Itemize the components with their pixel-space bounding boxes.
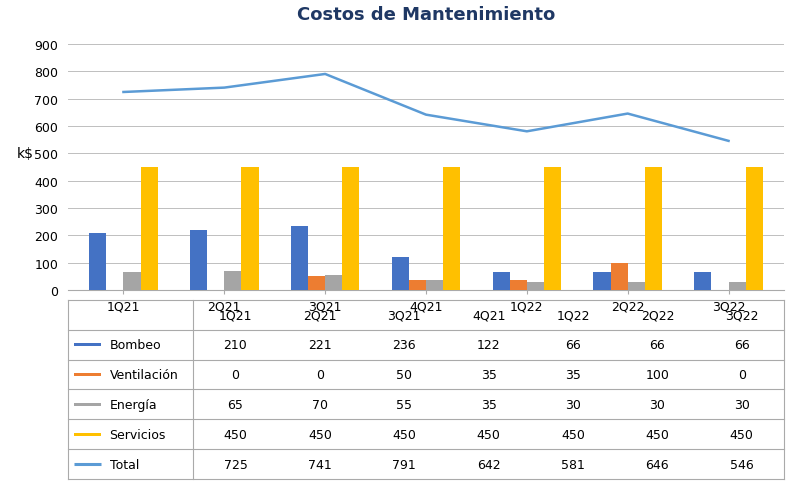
Bar bbox=[746, 168, 763, 290]
FancyBboxPatch shape bbox=[74, 373, 101, 376]
Y-axis label: k$: k$ bbox=[17, 147, 34, 161]
Bar bbox=[527, 282, 544, 290]
Text: 450: 450 bbox=[308, 428, 332, 441]
Text: 66: 66 bbox=[734, 338, 750, 351]
Text: 642: 642 bbox=[477, 458, 501, 471]
Bar bbox=[325, 275, 342, 290]
Text: 1Q21: 1Q21 bbox=[218, 308, 252, 321]
Text: 35: 35 bbox=[481, 368, 497, 381]
Text: 450: 450 bbox=[223, 428, 247, 441]
Text: 741: 741 bbox=[308, 458, 332, 471]
Title: Costos de Mantenimiento: Costos de Mantenimiento bbox=[297, 6, 555, 24]
Bar bbox=[342, 168, 359, 290]
Text: 450: 450 bbox=[561, 428, 585, 441]
Bar bbox=[308, 277, 325, 290]
Text: 210: 210 bbox=[224, 338, 247, 351]
Text: 725: 725 bbox=[223, 458, 247, 471]
Bar bbox=[123, 272, 141, 290]
Bar bbox=[645, 168, 662, 290]
Text: 2Q22: 2Q22 bbox=[641, 308, 674, 321]
Text: Total: Total bbox=[110, 458, 139, 471]
Bar bbox=[443, 168, 460, 290]
Text: 70: 70 bbox=[312, 398, 328, 411]
Bar bbox=[242, 168, 258, 290]
Text: 791: 791 bbox=[392, 458, 416, 471]
Bar bbox=[493, 272, 510, 290]
Bar bbox=[594, 272, 610, 290]
Bar bbox=[141, 168, 158, 290]
Text: 122: 122 bbox=[477, 338, 501, 351]
Bar bbox=[409, 281, 426, 290]
Text: 30: 30 bbox=[650, 398, 666, 411]
Text: 450: 450 bbox=[477, 428, 501, 441]
Text: 100: 100 bbox=[646, 368, 670, 381]
Text: 450: 450 bbox=[392, 428, 416, 441]
Bar bbox=[190, 230, 207, 290]
Text: 581: 581 bbox=[561, 458, 585, 471]
Bar bbox=[89, 233, 106, 290]
FancyBboxPatch shape bbox=[74, 403, 101, 406]
Text: Bombeo: Bombeo bbox=[110, 338, 161, 351]
Text: 35: 35 bbox=[481, 398, 497, 411]
Bar bbox=[544, 168, 561, 290]
Text: 0: 0 bbox=[738, 368, 746, 381]
Text: 450: 450 bbox=[646, 428, 670, 441]
Bar bbox=[426, 281, 443, 290]
Text: 546: 546 bbox=[730, 458, 754, 471]
Bar bbox=[392, 257, 409, 290]
Text: 4Q21: 4Q21 bbox=[472, 308, 506, 321]
Bar bbox=[729, 282, 746, 290]
Bar bbox=[510, 281, 527, 290]
Text: 3Q22: 3Q22 bbox=[725, 308, 758, 321]
Text: 1Q22: 1Q22 bbox=[556, 308, 590, 321]
Text: 55: 55 bbox=[396, 398, 412, 411]
Bar bbox=[628, 282, 645, 290]
FancyBboxPatch shape bbox=[74, 343, 101, 347]
Text: 221: 221 bbox=[308, 338, 332, 351]
Text: 0: 0 bbox=[231, 368, 239, 381]
Bar bbox=[694, 272, 711, 290]
Text: 35: 35 bbox=[565, 368, 581, 381]
Text: 2Q21: 2Q21 bbox=[303, 308, 337, 321]
Text: 3Q21: 3Q21 bbox=[387, 308, 421, 321]
Text: 450: 450 bbox=[730, 428, 754, 441]
Bar bbox=[610, 263, 628, 290]
Text: 30: 30 bbox=[734, 398, 750, 411]
Text: 66: 66 bbox=[650, 338, 666, 351]
Text: 65: 65 bbox=[227, 398, 243, 411]
FancyBboxPatch shape bbox=[74, 433, 101, 436]
Text: 0: 0 bbox=[316, 368, 324, 381]
Text: 646: 646 bbox=[646, 458, 670, 471]
Text: 30: 30 bbox=[565, 398, 581, 411]
Text: 236: 236 bbox=[393, 338, 416, 351]
Bar bbox=[291, 226, 308, 290]
Text: Servicios: Servicios bbox=[110, 428, 166, 441]
Text: Energía: Energía bbox=[110, 398, 157, 411]
Text: Ventilación: Ventilación bbox=[110, 368, 178, 381]
Text: 66: 66 bbox=[565, 338, 581, 351]
Text: 50: 50 bbox=[396, 368, 412, 381]
Bar bbox=[224, 272, 242, 290]
